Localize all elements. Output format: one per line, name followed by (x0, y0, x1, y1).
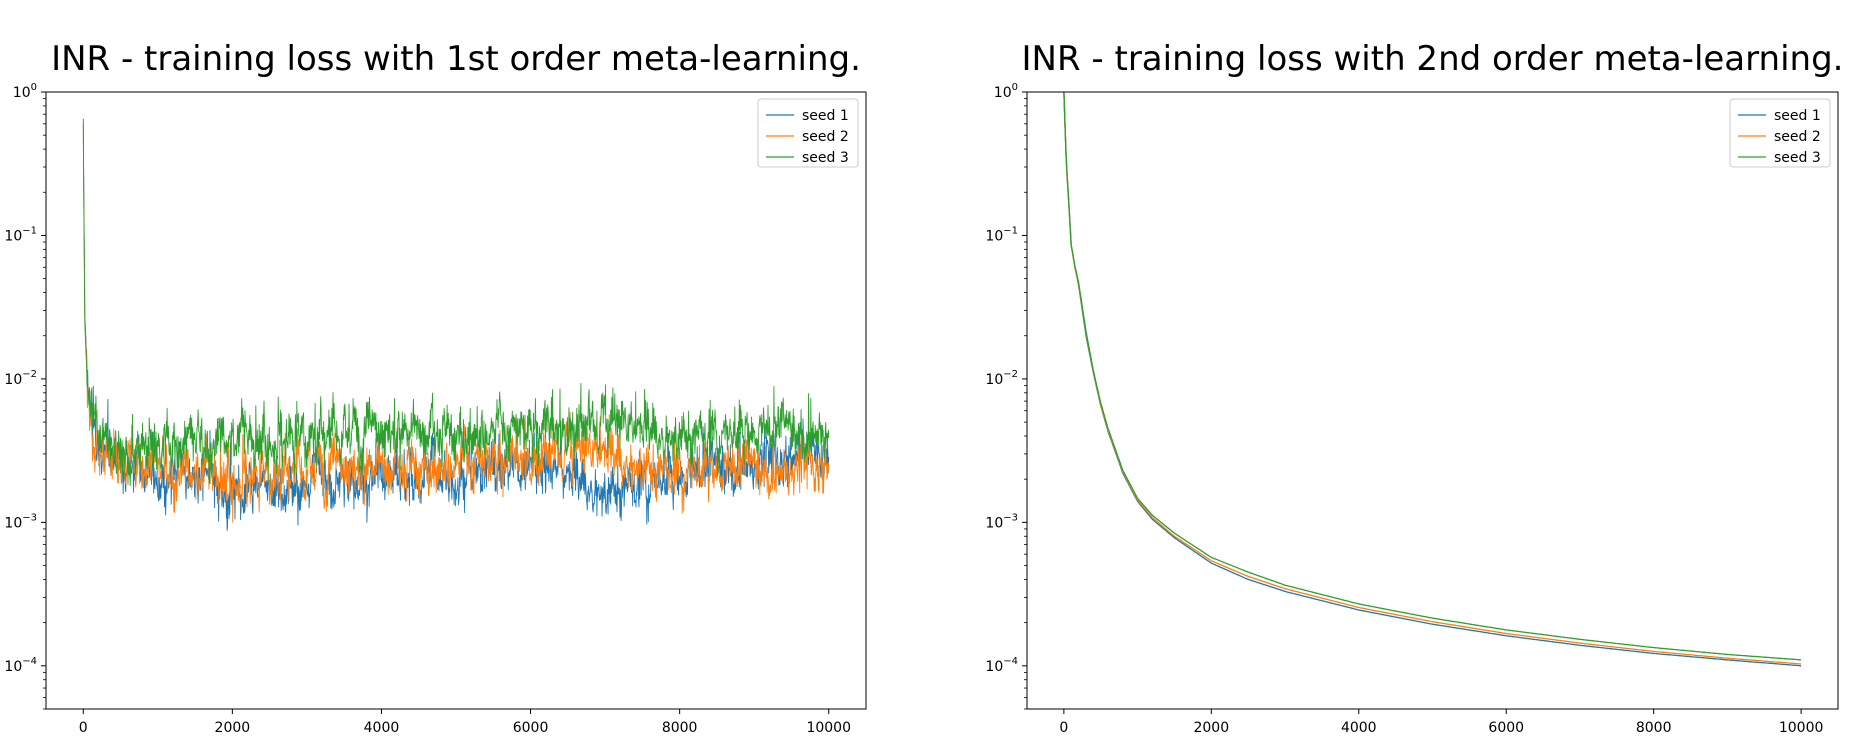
legend-label-seed-3: seed 3 (802, 150, 849, 166)
legend: seed 1 seed 2 seed 3 (757, 98, 859, 168)
legend-label-seed-2: seed 2 (1774, 129, 1821, 145)
legend-box (1729, 98, 1831, 168)
x-tick-label: 6000 (1488, 720, 1524, 736)
y-tick-label: 100 (994, 82, 1018, 101)
x-tick-label: 8000 (1636, 720, 1672, 736)
legend-label-seed-3: seed 3 (1774, 150, 1821, 166)
y-tick-label: 100 (13, 82, 37, 101)
x-tick-label: 0 (1059, 720, 1068, 736)
x-tick-label: 4000 (364, 720, 400, 736)
y-tick-label: 10−1 (985, 225, 1018, 244)
x-tick-label: 6000 (513, 720, 549, 736)
y-tick-label: 10−1 (4, 225, 37, 244)
x-tick-label: 10000 (1779, 720, 1824, 736)
legend-label-seed-1: seed 1 (802, 108, 849, 124)
series-line-seed-1 (1063, 92, 1802, 667)
legend-label-seed-1: seed 1 (1774, 108, 1821, 124)
series-line-seed-3 (1063, 92, 1802, 661)
y-tick-label: 10−3 (4, 512, 37, 531)
plot-frame (45, 91, 867, 710)
chart-panel-2: INR - training loss with 2nd order meta-… (985, 39, 1843, 736)
legend-box (757, 98, 859, 168)
series-group (82, 118, 830, 531)
x-tick-label: 2000 (215, 720, 251, 736)
x-tick-label: 10000 (806, 720, 851, 736)
x-tick-label: 8000 (662, 720, 698, 736)
series-line-seed-3 (82, 123, 830, 487)
y-tick-label: 10−2 (4, 369, 37, 388)
chart-panel-1: INR - training loss with 1st order meta-… (4, 39, 867, 736)
x-tick-label: 4000 (1341, 720, 1377, 736)
plot-frame (1026, 91, 1839, 710)
legend: seed 1 seed 2 seed 3 (1729, 98, 1831, 168)
y-tick-label: 10−3 (985, 512, 1018, 531)
y-tick-label: 10−4 (4, 656, 37, 675)
series-line-seed-2 (1063, 92, 1802, 665)
y-tick-label: 10−2 (985, 369, 1018, 388)
y-tick-label: 10−4 (985, 656, 1018, 675)
x-tick-label: 0 (79, 720, 88, 736)
series-line-seed-2 (82, 135, 830, 523)
x-tick-label: 2000 (1193, 720, 1229, 736)
chart-title: INR - training loss with 2nd order meta-… (1022, 39, 1844, 79)
chart-title: INR - training loss with 1st order meta-… (51, 39, 861, 79)
series-group (1063, 92, 1802, 667)
legend-label-seed-2: seed 2 (802, 129, 849, 145)
